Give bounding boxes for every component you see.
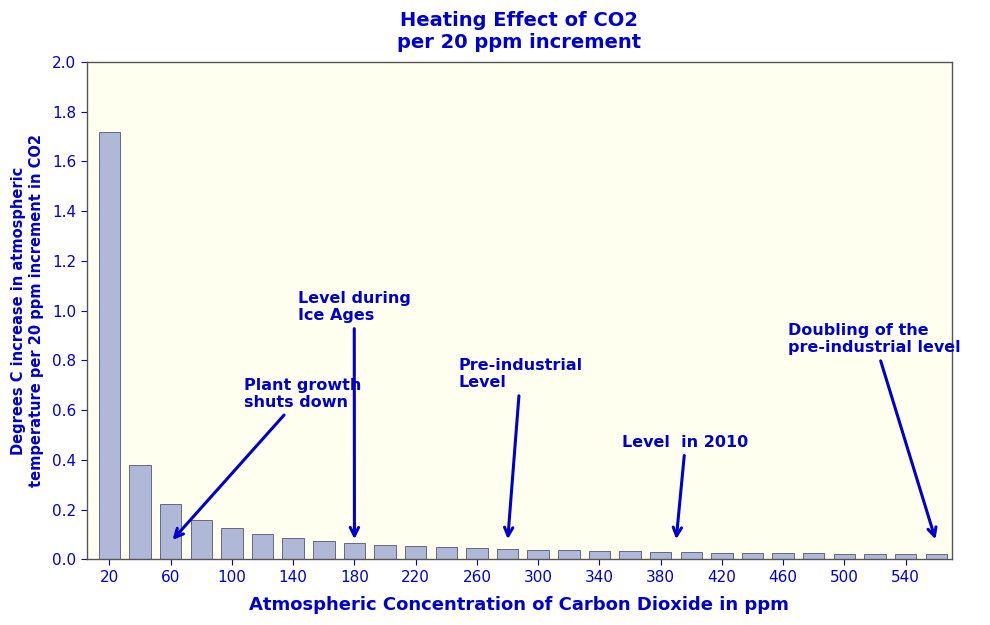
Bar: [895, 554, 917, 559]
Bar: [221, 528, 243, 559]
Bar: [680, 552, 702, 559]
Bar: [558, 551, 579, 559]
Bar: [620, 551, 641, 559]
Text: Pre-industrial
Level: Pre-industrial Level: [458, 358, 583, 536]
Bar: [589, 551, 610, 559]
Y-axis label: Degrees C increase in atmospheric
temperature per 20 ppm increment in CO2: Degrees C increase in atmospheric temper…: [11, 134, 44, 487]
Bar: [466, 548, 488, 559]
Bar: [436, 548, 457, 559]
Bar: [803, 553, 825, 559]
Text: Level during
Ice Ages: Level during Ice Ages: [298, 291, 411, 536]
Bar: [497, 549, 519, 559]
Bar: [926, 554, 947, 559]
Text: Doubling of the
pre-industrial level: Doubling of the pre-industrial level: [788, 323, 960, 536]
Bar: [344, 543, 365, 559]
Bar: [528, 550, 548, 559]
Bar: [405, 546, 427, 559]
Bar: [191, 519, 212, 559]
Title: Heating Effect of CO2
per 20 ppm increment: Heating Effect of CO2 per 20 ppm increme…: [397, 11, 642, 52]
Bar: [251, 534, 273, 559]
Bar: [313, 541, 335, 559]
Bar: [864, 554, 886, 559]
Bar: [99, 132, 120, 559]
Text: Plant growth
shuts down: Plant growth shuts down: [175, 378, 361, 538]
Bar: [742, 553, 763, 559]
Bar: [772, 553, 794, 559]
Text: Level  in 2010: Level in 2010: [623, 435, 748, 536]
Bar: [834, 554, 855, 559]
Bar: [130, 466, 150, 559]
Bar: [160, 504, 181, 559]
X-axis label: Atmospheric Concentration of Carbon Dioxide in ppm: Atmospheric Concentration of Carbon Diox…: [249, 596, 789, 614]
Bar: [711, 552, 733, 559]
Bar: [650, 552, 671, 559]
Bar: [282, 538, 304, 559]
Bar: [374, 544, 396, 559]
